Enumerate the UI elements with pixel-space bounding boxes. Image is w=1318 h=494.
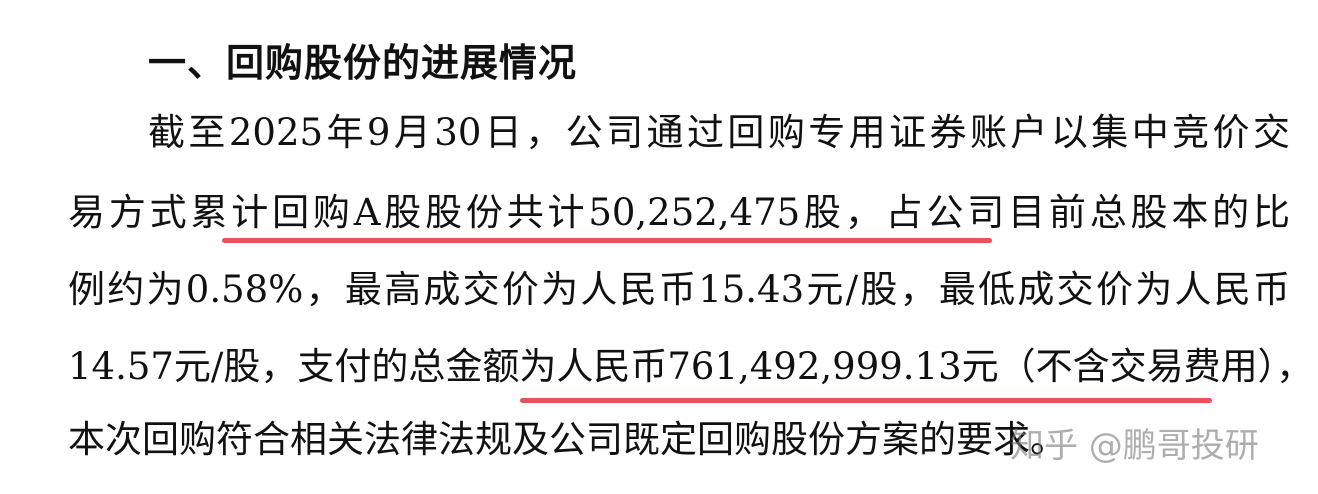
- highlight-underline: [222, 238, 992, 243]
- paragraph-line: 14.57元/股，支付的总金额为人民币761,492,999.13元（不含交易费…: [68, 345, 1314, 388]
- section-heading: 一、回购股份的进展情况: [148, 41, 578, 85]
- paragraph-line: 易方式累计回购A股股份共计50,252,475股，占公司目前总股本的比: [68, 191, 1290, 234]
- paragraph-line: 本次回购符合相关法律法规及公司既定回购股份方案的要求。: [68, 418, 1067, 461]
- highlight-underline: [520, 398, 1212, 403]
- paragraph-line: 截至2025年9月30日，公司通过回购专用证券账户以集中竞价交: [148, 111, 1290, 154]
- paragraph-line: 例约为0.58%，最高成交价为人民币15.43元/股，最低成交价为人民币: [68, 268, 1290, 311]
- watermark: 知乎 @鹏哥投研: [1010, 426, 1259, 466]
